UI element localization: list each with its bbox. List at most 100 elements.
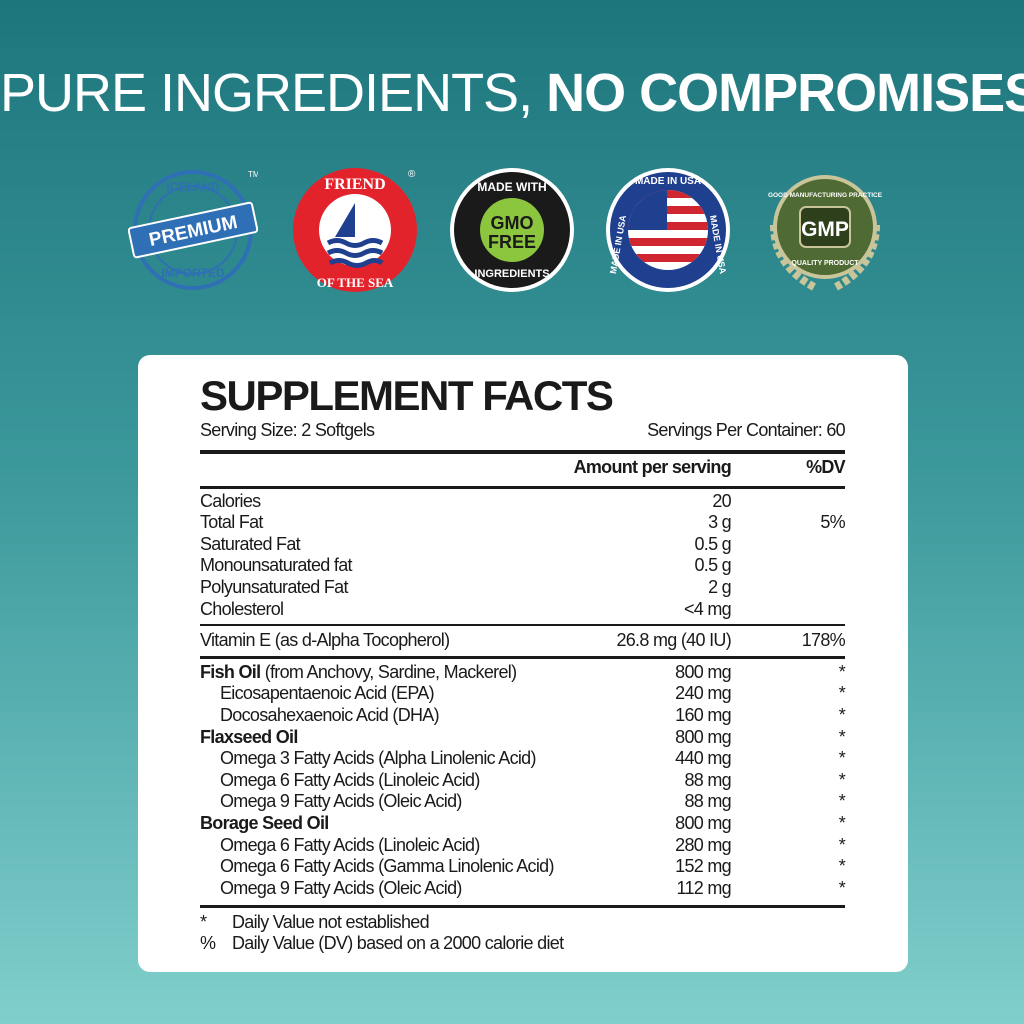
nutrient-label: Monounsaturated fat	[200, 555, 353, 576]
divider	[200, 624, 845, 627]
nutrient-dv: *	[838, 791, 846, 812]
nutrient-dv: *	[838, 856, 846, 877]
nutrient-amount: 800 mg	[675, 726, 732, 747]
table-row: Vitamin E (as d-Alpha Tocopherol) 26.8 m…	[200, 630, 846, 652]
nutrient-dv	[731, 555, 845, 577]
col-amount: Amount per serving	[573, 457, 732, 477]
nutrient-name: Monounsaturated fat	[200, 555, 531, 577]
nutrient-name: Vitamin E (as d-Alpha Tocopherol)	[200, 630, 450, 651]
table-row: Eicosapentaenoic Acid (EPA) 240 mg *	[200, 683, 846, 705]
nutrient-dv	[731, 491, 845, 513]
table-row: Total Fat 3 g 5%	[200, 512, 846, 534]
nutrient-name: Saturated Fat	[200, 534, 531, 556]
nutrient-dv: *	[838, 661, 846, 682]
table-row: Flaxseed Oil 800 mg *	[200, 726, 846, 749]
nutrient-label: Fish Oil	[200, 661, 261, 682]
footnote-text: Daily Value not established	[232, 912, 430, 933]
nutrient-label: Omega 6 Fatty Acids (Linoleic Acid)	[220, 769, 480, 790]
nutrient-amount: 152 mg	[675, 856, 732, 877]
nutrient-label: Flaxseed Oil	[200, 726, 298, 747]
gmo-free-badge: MADE WITH GMO FREE INGREDIENTS	[450, 168, 574, 292]
badge-text: GMO	[491, 213, 534, 233]
footnote: % Daily Value (DV) based on a 2000 calori…	[200, 933, 845, 954]
nutrient-group: Calories 20 Total Fat 3 g 5% Saturated Fat 0.5…	[200, 491, 846, 621]
badge-text: QUALITY PRODUCT	[791, 260, 859, 267]
serving-size: Serving Size: 2 Softgels	[200, 420, 375, 440]
nutrient-name: Borage Seed Oil	[200, 813, 531, 835]
nutrient-label: Borage Seed Oil	[200, 812, 329, 833]
nutrient-dv: *	[838, 834, 846, 855]
nutrient-dv: *	[838, 704, 846, 725]
nutrient-dv	[731, 599, 845, 621]
nutrient-label: Omega 9 Fatty Acids (Oleic Acid)	[220, 791, 462, 812]
badge-text: TM	[248, 170, 258, 179]
nutrient-name: Eicosapentaenoic Acid (EPA)	[200, 683, 531, 705]
nutrient-name: Omega 6 Fatty Acids (Gamma Linolenic Aci…	[200, 856, 554, 878]
nutrient-amount: 3 g	[708, 512, 732, 533]
col-dv: %DV	[806, 457, 846, 477]
badge-text: FRIEND	[324, 176, 385, 193]
certification-badges: ICELAND IMPORTED TM PREMIUM FRIEND OF TH…	[0, 165, 1024, 295]
nutrient-label: Calories	[200, 490, 261, 511]
supplement-facts-card: SUPPLEMENT FACTS Serving Size: 2 Softgel…	[138, 355, 908, 972]
nutrient-label: Saturated Fat	[200, 533, 301, 554]
nutrient-amount: 88 mg	[684, 769, 731, 790]
table-row: Saturated Fat 0.5 g	[200, 534, 845, 556]
badge-text: OF THE SEA	[317, 275, 394, 290]
nutrient-label: Total Fat	[200, 512, 263, 533]
nutrient-label: Omega 6 Fatty Acids (Linoleic Acid)	[220, 834, 480, 855]
nutrient-name: Docosahexaenoic Acid (DHA)	[200, 705, 531, 727]
footnotes: * Daily Value not established% Daily Value…	[200, 912, 845, 954]
nutrient-label: Omega 3 Fatty Acids (Alpha Linolenic Aci…	[220, 748, 536, 769]
nutrient-source: (from Anchovy, Sardine, Mackerel)	[260, 661, 517, 682]
nutrient-name: Omega 3 Fatty Acids (Alpha Linolenic Aci…	[200, 748, 536, 770]
nutrient-dv: *	[838, 877, 846, 898]
nutrient-label: Polyunsaturated Fat	[200, 576, 348, 597]
footnote-symbol: %	[200, 933, 216, 954]
nutrient-dv: *	[838, 769, 846, 790]
nutrient-amount: 20	[712, 490, 731, 511]
footnote: * Daily Value not established	[200, 912, 845, 933]
nutrient-label: Cholesterol	[200, 598, 284, 619]
table-row: Omega 9 Fatty Acids (Oleic Acid) 112 mg *	[200, 877, 846, 900]
nutrient-name: Fish Oil (from Anchovy, Sardine, Mackere…	[200, 662, 531, 684]
gmp-badge: GMP GOOD MANUFACTURING PRACTICE QUALITY …	[768, 175, 883, 291]
facts-title: SUPPLEMENT FACTS	[200, 372, 614, 419]
nutrient-amount: 26.8 mg (40 IU)	[616, 630, 731, 651]
footnote-symbol: *	[200, 912, 207, 933]
nutrient-name: Total Fat	[200, 512, 531, 534]
nutrient-amount: 280 mg	[675, 834, 732, 855]
serving-info: Serving Size: 2 Softgels Servings Per Co…	[200, 419, 846, 441]
nutrient-dv: 178%	[801, 630, 846, 651]
table-row: Borage Seed Oil 800 mg *	[200, 813, 846, 835]
table-row: Omega 6 Fatty Acids (Linoleic Acid) 88 mg…	[200, 769, 846, 792]
nutrient-name: Cholesterol	[200, 599, 531, 621]
nutrient-amount: 112 mg	[676, 877, 731, 898]
table-row: Omega 3 Fatty Acids (Alpha Linolenic Aci…	[200, 748, 846, 770]
badge-text: MADE WITH	[477, 180, 546, 194]
nutrient-amount: 240 mg	[675, 683, 732, 704]
table-row: Calories 20	[200, 491, 845, 513]
nutrient-name: Omega 9 Fatty Acids (Oleic Acid)	[200, 791, 531, 813]
badge-text: GOOD MANUFACTURING PRACTICE	[768, 192, 883, 199]
nutrient-amount: <4 mg	[683, 598, 732, 619]
nutrient-label: Docosahexaenoic Acid (DHA)	[220, 704, 440, 725]
nutrient-dv: *	[838, 748, 846, 769]
nutrient-name: Flaxseed Oil	[200, 727, 531, 749]
table-row: Omega 9 Fatty Acids (Oleic Acid) 88 mg *	[200, 791, 846, 813]
nutrient-amount: 160 mg	[675, 704, 732, 725]
divider	[200, 450, 845, 454]
nutrient-name: Omega 9 Fatty Acids (Oleic Acid)	[200, 878, 531, 900]
footnote-text: Daily Value (DV) based on a 2000 calorie…	[232, 933, 564, 954]
nutrient-name: Calories	[200, 491, 531, 513]
nutrient-amount: 88 mg	[684, 791, 731, 812]
nutrient-label: Omega 9 Fatty Acids (Oleic Acid)	[220, 877, 462, 898]
column-header-row: Amount per serving %DV	[200, 457, 846, 479]
nutrient-amount: 0.5 g	[694, 533, 731, 554]
nutrient-name: Omega 6 Fatty Acids (Linoleic Acid)	[200, 835, 531, 857]
headline-light: PURE INGREDIENTS,	[0, 63, 533, 123]
nutrient-dv	[731, 577, 845, 599]
nutrient-amount: 440 mg	[675, 748, 732, 769]
table-row: Fish Oil (from Anchovy, Sardine, Mackere…	[200, 661, 846, 684]
badge-text: ICELAND	[166, 180, 220, 194]
